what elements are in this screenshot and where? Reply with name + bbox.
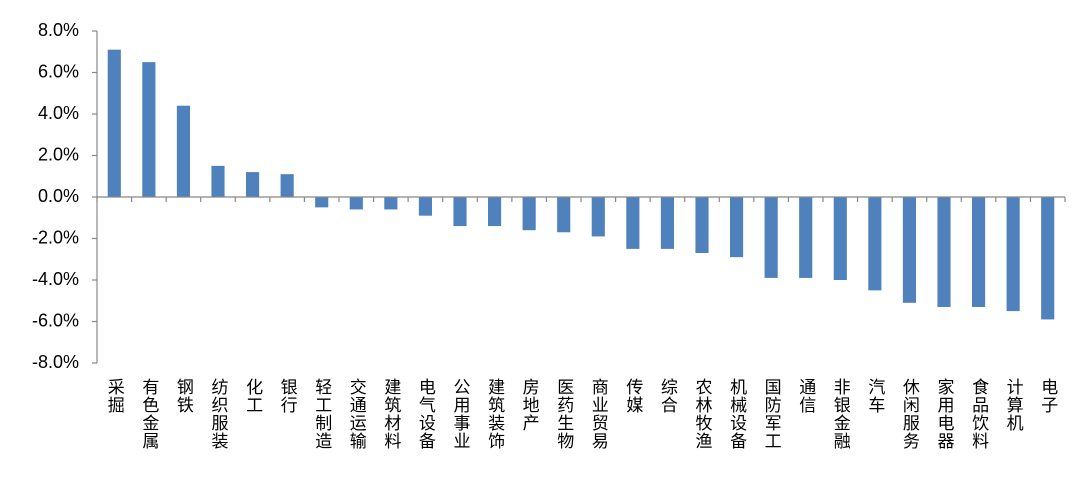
x-tick-label: 电子	[1038, 378, 1058, 414]
y-tick-label: 8.0%	[38, 20, 79, 40]
x-tick-label: 建筑装饰	[485, 378, 505, 450]
x-tick-label: 医药生物	[554, 378, 574, 450]
x-tick-label: 国防军工	[762, 378, 782, 450]
x-tick-label: 银行	[278, 378, 298, 414]
x-tick-label: 计算机	[1004, 378, 1024, 432]
y-tick-label: -4.0%	[32, 269, 79, 289]
y-tick-label: 2.0%	[38, 144, 79, 164]
x-tick-label: 家用电器	[935, 378, 955, 450]
x-tick-label: 通信	[796, 378, 816, 414]
x-tick-label: 公用事业	[451, 378, 471, 450]
bar	[626, 197, 640, 249]
bar	[453, 197, 467, 227]
bar	[107, 49, 121, 197]
x-tick-label: 有色金属	[139, 378, 159, 450]
bar	[315, 197, 329, 208]
bar	[833, 197, 847, 280]
bar	[557, 197, 571, 233]
bar	[660, 197, 674, 249]
bar	[937, 197, 951, 307]
x-tick-label: 食品饮料	[969, 378, 989, 450]
x-tick-label: 传媒	[623, 378, 643, 414]
y-tick-label: 6.0%	[38, 61, 79, 81]
x-tick-label: 综合	[658, 378, 678, 414]
bar	[522, 197, 536, 231]
x-tick-label: 休闲服务	[900, 378, 920, 450]
bar	[418, 197, 432, 216]
bar	[488, 197, 502, 227]
bar	[142, 62, 156, 197]
bar	[764, 197, 778, 278]
x-tick-label: 纺织服装	[209, 378, 229, 450]
x-tick-label: 化工	[243, 378, 262, 414]
bar	[972, 197, 986, 307]
x-tick-label: 商业贸易	[589, 378, 609, 450]
x-tick-label: 机械设备	[727, 378, 747, 450]
bar	[591, 197, 605, 237]
bar	[176, 105, 190, 197]
bar	[349, 197, 363, 210]
bar	[902, 197, 916, 303]
bar	[868, 197, 882, 291]
bar	[730, 197, 744, 258]
x-tick-label: 轻工制造	[312, 378, 332, 450]
bar	[1041, 197, 1055, 320]
x-tick-label: 非银金融	[831, 378, 851, 450]
y-tick-label: -6.0%	[32, 310, 79, 330]
bar	[1006, 197, 1020, 312]
bar	[211, 165, 225, 197]
x-tick-label: 采掘	[105, 378, 125, 414]
y-tick-label: -8.0%	[32, 352, 79, 372]
x-tick-label: 建筑材料	[381, 378, 401, 450]
y-tick-label: 0.0%	[38, 186, 79, 206]
bar	[799, 197, 813, 278]
x-tick-label: 交通运输	[347, 378, 367, 450]
y-tick-label: 4.0%	[38, 103, 79, 123]
bar	[280, 174, 294, 197]
x-tick-label: 电气设备	[416, 378, 436, 450]
x-tick-label: 农林牧渔	[693, 378, 713, 450]
bar	[384, 197, 398, 210]
bar	[695, 197, 709, 254]
y-tick-label: -2.0%	[32, 227, 79, 247]
x-tick-label: 房地产	[520, 378, 540, 432]
bar	[246, 172, 260, 197]
x-tick-label: 汽车	[865, 378, 885, 414]
x-tick-label: 钢铁	[174, 378, 194, 414]
